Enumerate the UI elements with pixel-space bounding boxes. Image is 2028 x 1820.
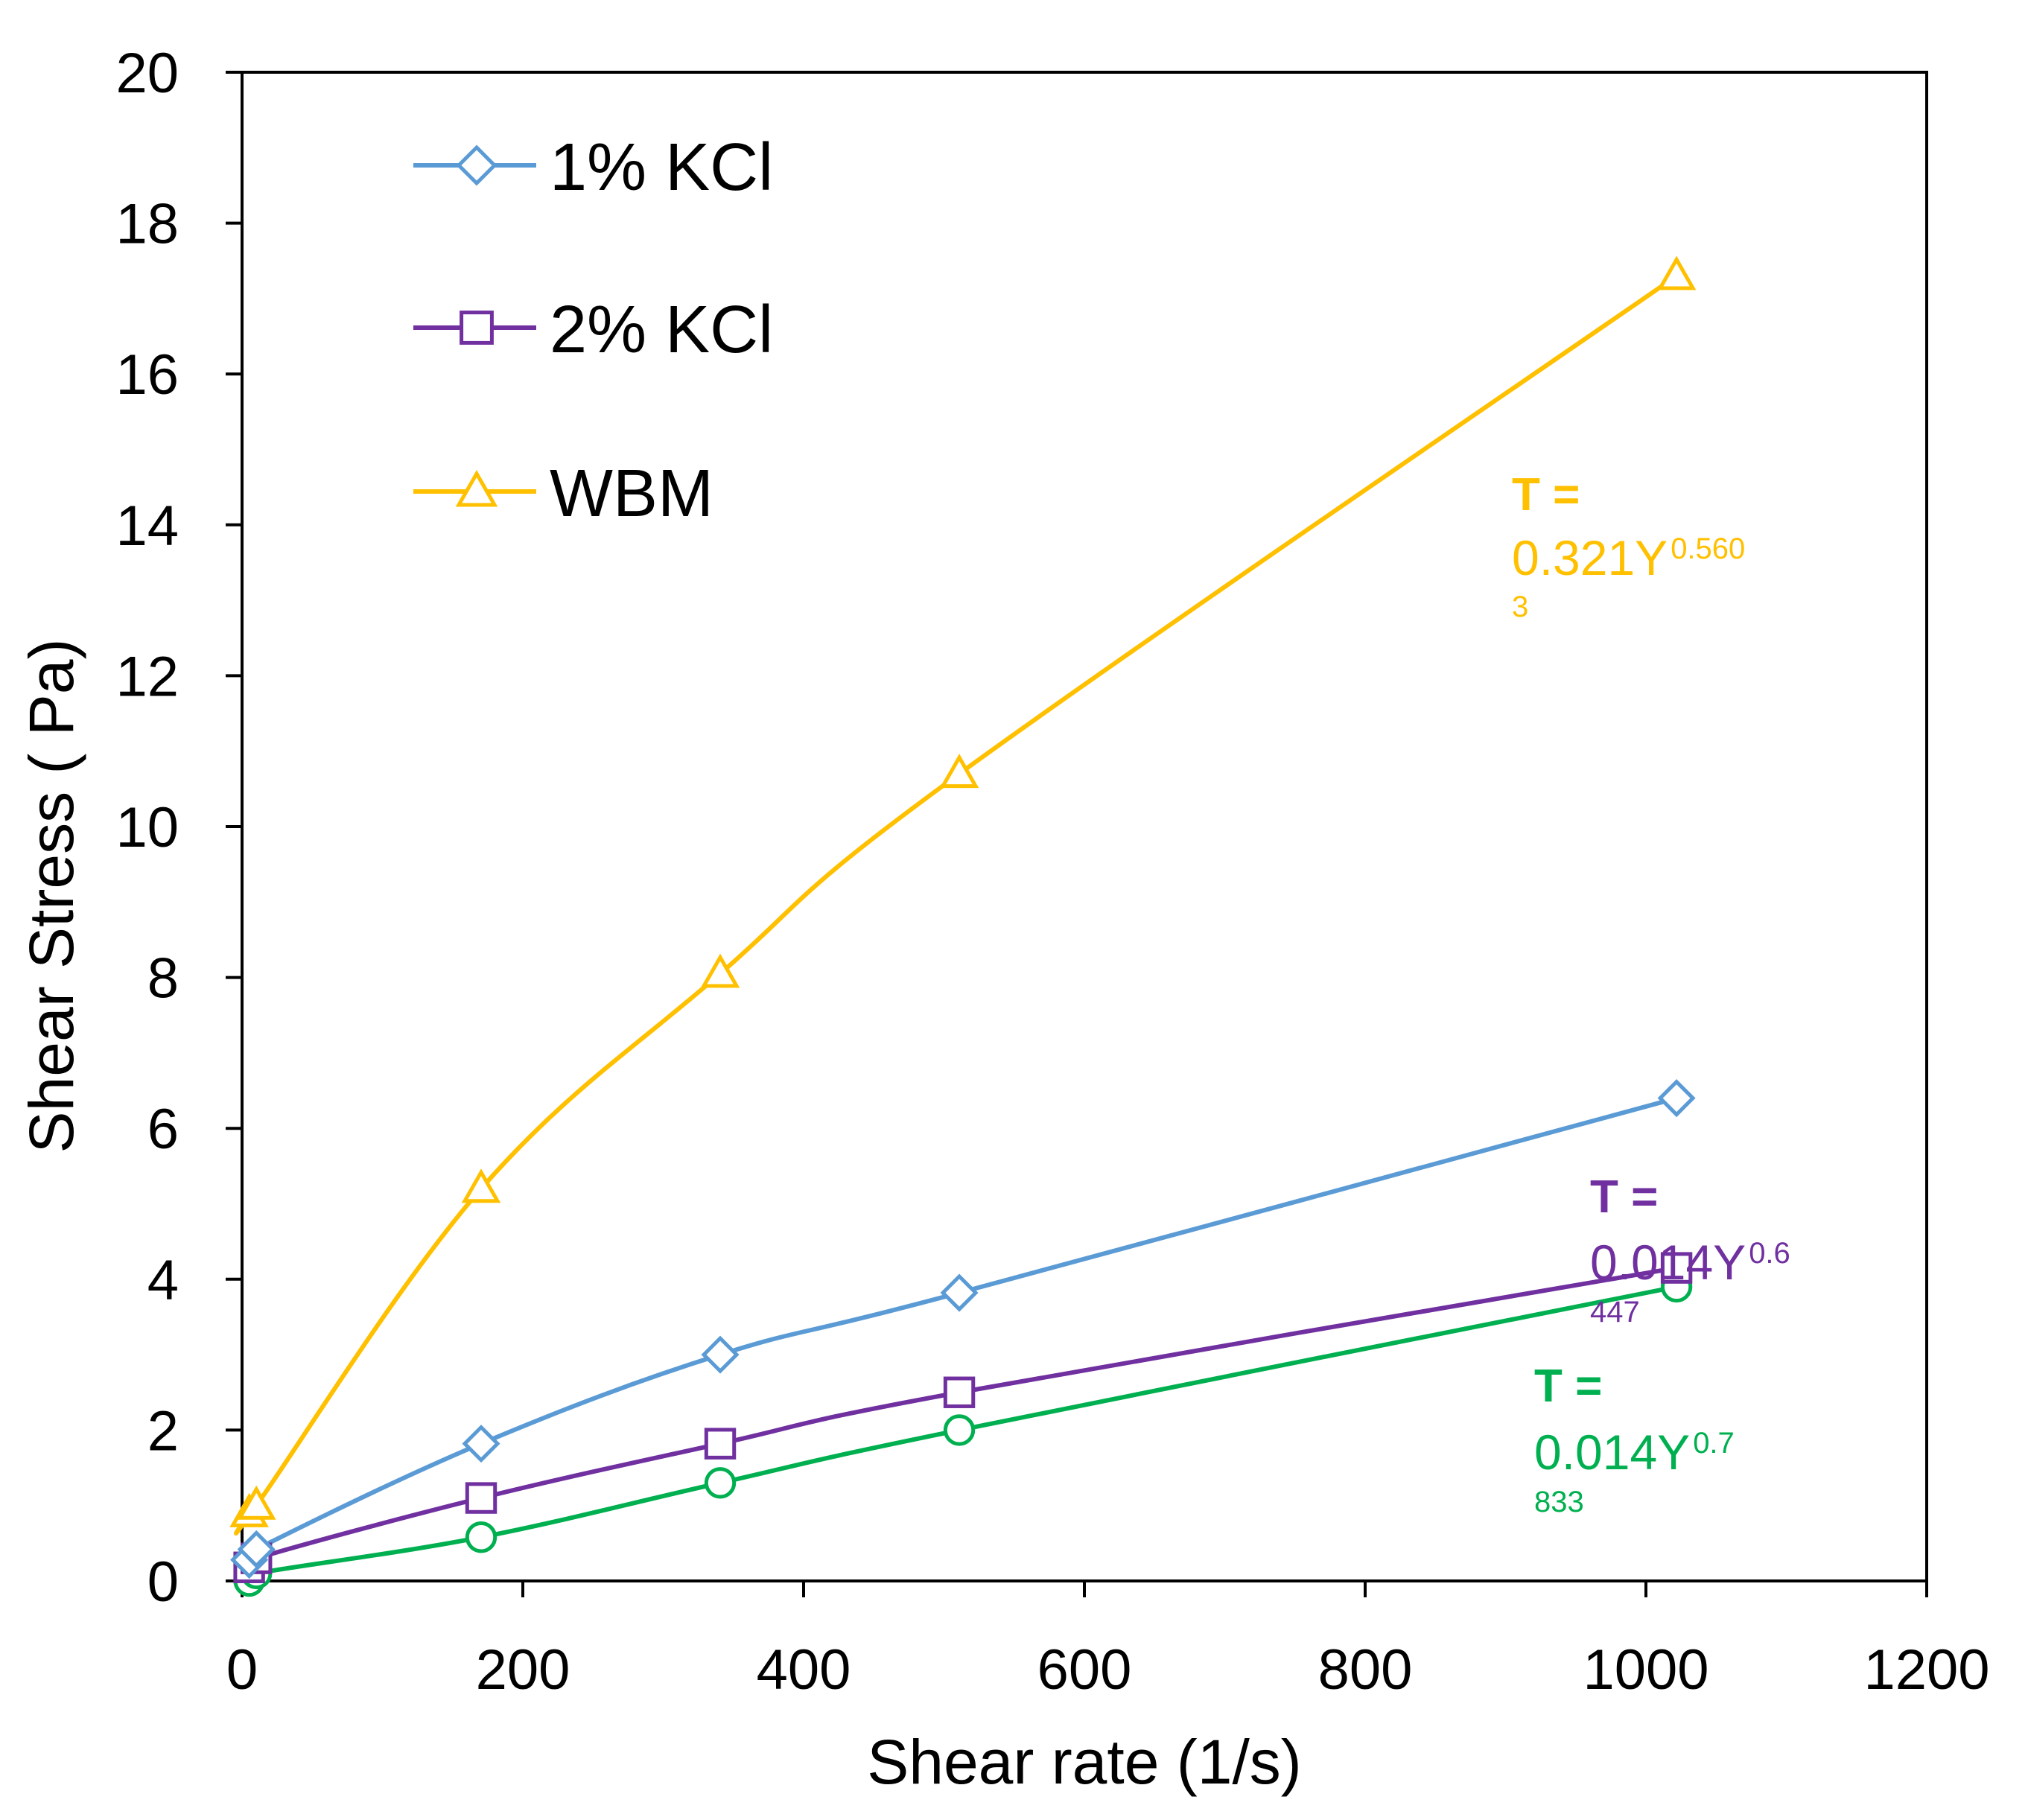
x-tick-label: 1200 [1863,1638,1989,1702]
equation-coefficient: 0.014Y [1590,1235,1746,1290]
data-point-circle [465,1521,498,1553]
data-point-triangle [1656,255,1697,290]
data-point-square [943,1376,976,1408]
y-tick-label: 14 [115,494,179,558]
equation-exponent: 0.6 [1749,1237,1790,1270]
legend-marker-triangle [455,469,498,507]
y-tick-label: 4 [147,1249,179,1312]
y-tick-label: 20 [115,42,179,105]
y-tick-label: 12 [115,645,179,708]
y-tick-label: 0 [147,1550,179,1614]
data-point-triangle [236,1485,276,1520]
legend-marker-diamond [456,144,498,186]
equation-exponent-continued: 447 [1590,1296,1640,1329]
legend-label: WBM [550,456,713,531]
y-tick-label: 8 [147,947,179,1011]
data-point-diamond [701,1335,740,1374]
x-tick-label: 600 [1037,1638,1132,1702]
x-tick-label: 400 [757,1638,851,1702]
axis-ticks: 0 200 400 600 800 1000 1200 0 2 4 6 8 10 12 14 16 18 20 [115,42,1989,1702]
equation-lhs: T = [1534,1361,1602,1412]
x-axis-title: Shear rate (1/s) [867,1727,1302,1797]
data-point-triangle [939,754,979,789]
legend-label: 1% KCl [550,130,773,205]
x-tick-label: 800 [1318,1638,1413,1702]
legend-label: 2% KCl [550,293,773,367]
series-markers [229,255,1697,1597]
y-tick-label: 18 [115,193,179,256]
data-point-square [465,1482,498,1514]
data-point-circle [943,1414,976,1446]
y-tick-label: 2 [147,1399,179,1463]
y-tick-label: 10 [115,796,179,859]
equation-lhs: T = [1512,469,1580,521]
equation-coefficient: 0.321Y [1512,530,1668,585]
equation-exponent-continued: 833 [1534,1486,1584,1518]
data-point-triangle [461,1168,501,1203]
data-point-diamond [462,1425,500,1463]
y-tick-label: 16 [115,343,179,407]
data-point-triangle [700,953,740,988]
equation-exponent: 0.7 [1693,1427,1735,1460]
y-tick-label: 6 [147,1098,179,1161]
equation-lhs: T = [1590,1171,1658,1223]
data-point-diamond [1657,1079,1696,1118]
equation-exponent-continued: 3 [1512,591,1528,623]
legend: 1% KCl 2% KCl WBM [413,130,773,531]
y-axis-title: Shear Stress ( Pa) [16,639,86,1154]
data-point-square [1660,1252,1693,1284]
equation-exponent: 0.560 [1671,532,1745,565]
data-point-circle [704,1467,737,1499]
data-point-square [704,1428,737,1460]
x-tick-label: 200 [476,1638,570,1702]
x-tick-label: 1000 [1583,1638,1708,1702]
x-tick-label: 0 [226,1638,258,1702]
equation-coefficient: 0.014Y [1534,1425,1690,1480]
data-point-diamond [940,1273,979,1312]
data-point-diamond [237,1530,276,1568]
legend-marker-square [460,311,494,345]
